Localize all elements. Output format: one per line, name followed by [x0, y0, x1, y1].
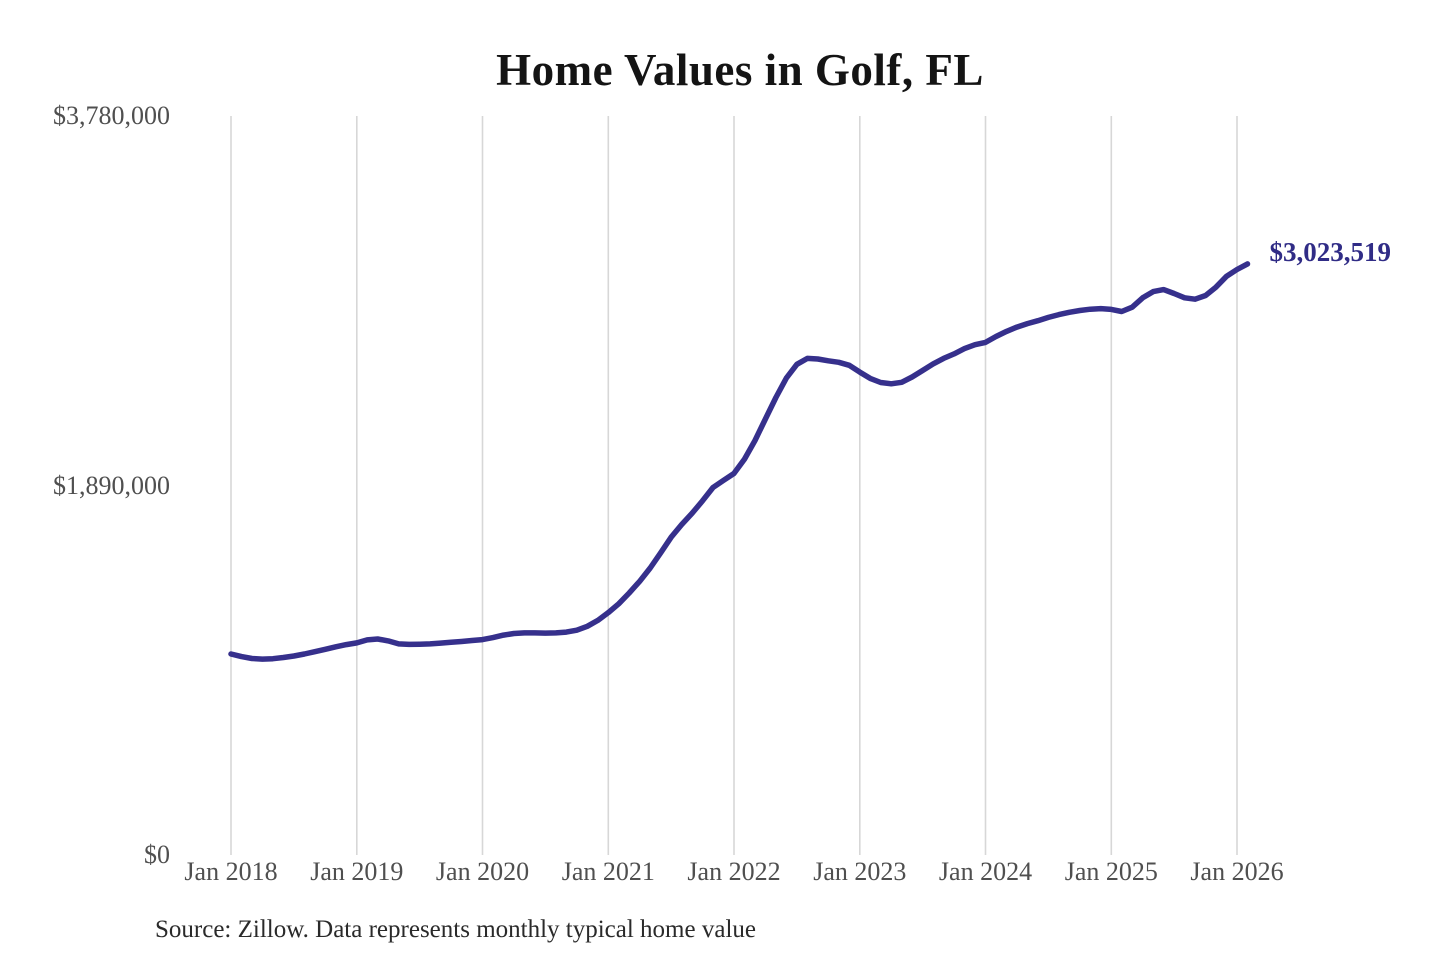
- chart-title: Home Values in Golf, FL: [496, 45, 984, 95]
- x-tick-label: Jan 2022: [687, 857, 781, 886]
- source-note: Source: Zillow. Data represents monthly …: [155, 916, 756, 943]
- x-tick-label: Jan 2025: [1064, 857, 1158, 886]
- x-tick-label: Jan 2024: [938, 857, 1033, 886]
- y-tick-label: $1,890,000: [53, 470, 170, 500]
- y-tick-label: $3,780,000: [53, 101, 170, 130]
- y-tick-label: $0: [144, 840, 170, 869]
- x-tick-label: Jan 2021: [561, 857, 655, 886]
- x-tick-label: Jan 2019: [310, 857, 404, 886]
- home-values-line: [228, 261, 1251, 662]
- x-tick-label: Jan 2023: [813, 857, 907, 886]
- x-tick-label: Jan 2018: [184, 857, 278, 886]
- x-tick-label: Jan 2020: [435, 857, 530, 886]
- latest-value-label: $3,023,519: [1269, 236, 1391, 267]
- x-tick-label: Jan 2026: [1190, 857, 1284, 886]
